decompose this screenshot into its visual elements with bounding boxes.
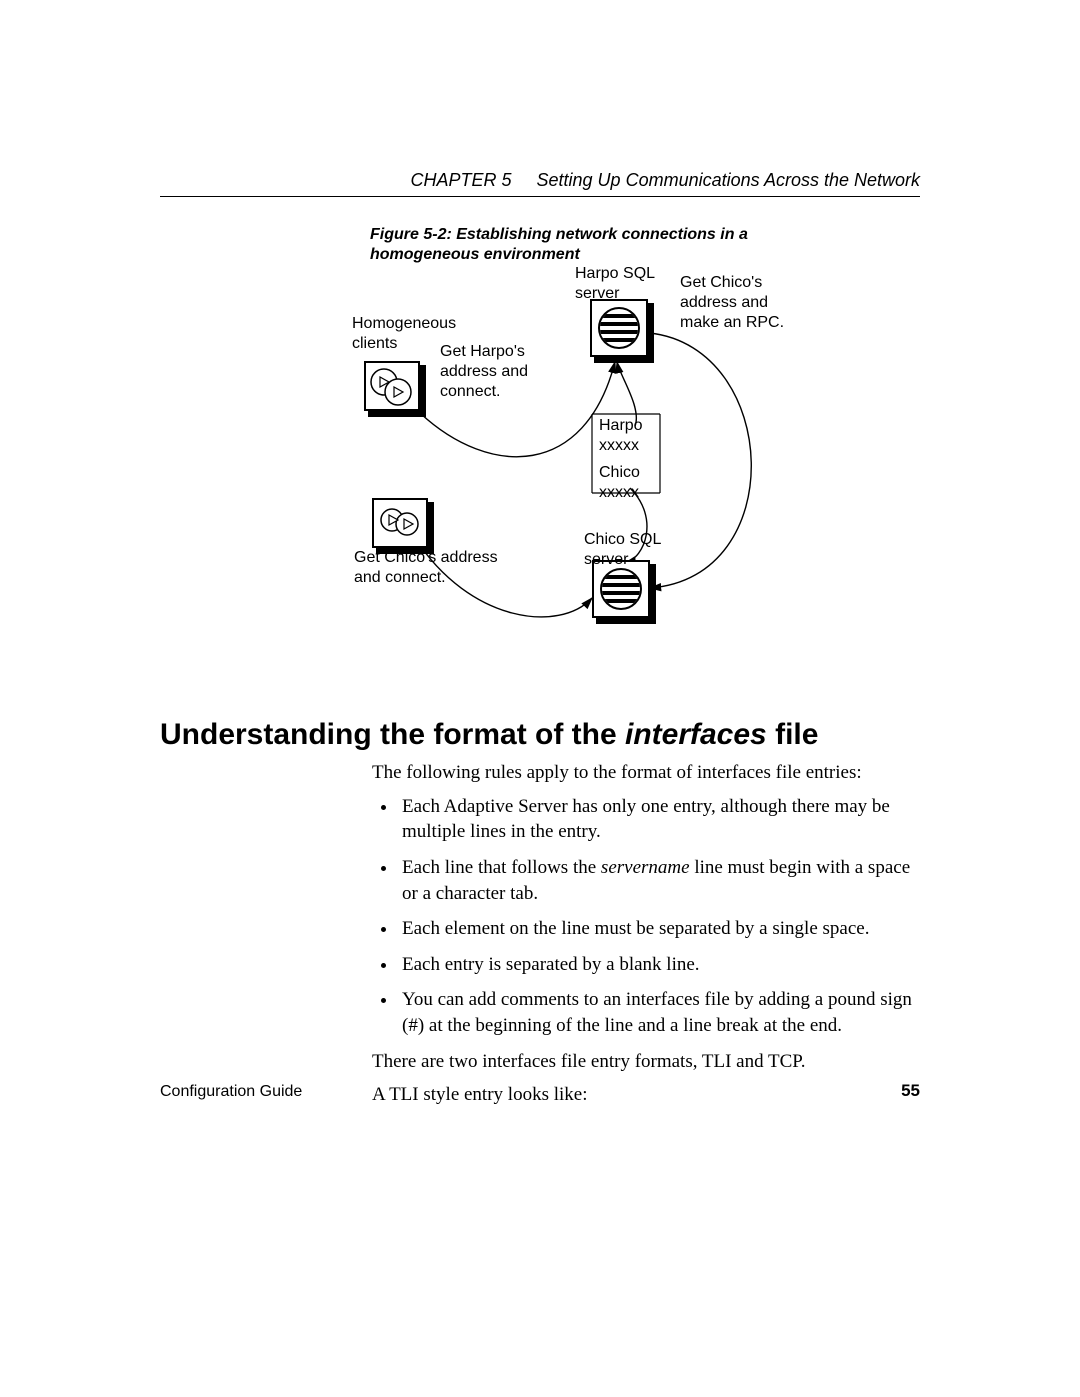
list-item: Each line that follows the servername li… bbox=[398, 855, 918, 906]
label-get-chico-rpc: Get Chico's address and make an RPC. bbox=[680, 273, 784, 333]
section-heading: Understanding the format of the interfac… bbox=[160, 718, 818, 752]
body-text: The following rules apply to the format … bbox=[372, 760, 918, 1116]
list-item: Each element on the line must be separat… bbox=[398, 916, 918, 942]
figure-diagram: Harpo SQL server Get Chico's address and… bbox=[360, 258, 920, 658]
label-get-harpo: Get Harpo's address and connect. bbox=[440, 342, 528, 402]
chapter-label: CHAPTER 5 bbox=[410, 170, 511, 190]
page-header: CHAPTER 5 Setting Up Communications Acro… bbox=[160, 170, 920, 191]
li-pre: Each line that follows the bbox=[402, 857, 601, 878]
client-icon-bottom bbox=[372, 498, 428, 548]
list-item: You can add comments to an interfaces fi… bbox=[398, 987, 918, 1038]
list-item: Each Adaptive Server has only one entry,… bbox=[398, 794, 918, 845]
label-harpo-server: Harpo SQL server bbox=[575, 264, 655, 304]
heading-italic: interfaces bbox=[625, 718, 767, 751]
label-get-chico: Get Chico's address and connect. bbox=[354, 548, 498, 588]
client-icon-top bbox=[364, 361, 420, 411]
after-text-1: There are two interfaces file entry form… bbox=[372, 1049, 918, 1075]
heading-post: file bbox=[767, 718, 819, 751]
chapter-title: Setting Up Communications Across the Net… bbox=[537, 170, 920, 190]
rules-list: Each Adaptive Server has only one entry,… bbox=[372, 794, 918, 1039]
label-entry-harpo: Harpo xxxxx bbox=[599, 416, 643, 456]
li-italic: servername bbox=[601, 857, 690, 878]
after-text-2: A TLI style entry looks like: bbox=[372, 1082, 918, 1108]
label-chico-server: Chico SQL server bbox=[584, 530, 661, 570]
harpo-server-icon bbox=[590, 299, 648, 357]
footer-right: 55 bbox=[901, 1081, 920, 1101]
list-item: Each entry is separated by a blank line. bbox=[398, 952, 918, 978]
intro-text: The following rules apply to the format … bbox=[372, 760, 918, 786]
footer-left: Configuration Guide bbox=[160, 1083, 302, 1101]
header-rule bbox=[160, 196, 920, 197]
heading-pre: Understanding the format of the bbox=[160, 718, 625, 751]
label-entry-chico: Chico xxxxx bbox=[599, 463, 640, 503]
